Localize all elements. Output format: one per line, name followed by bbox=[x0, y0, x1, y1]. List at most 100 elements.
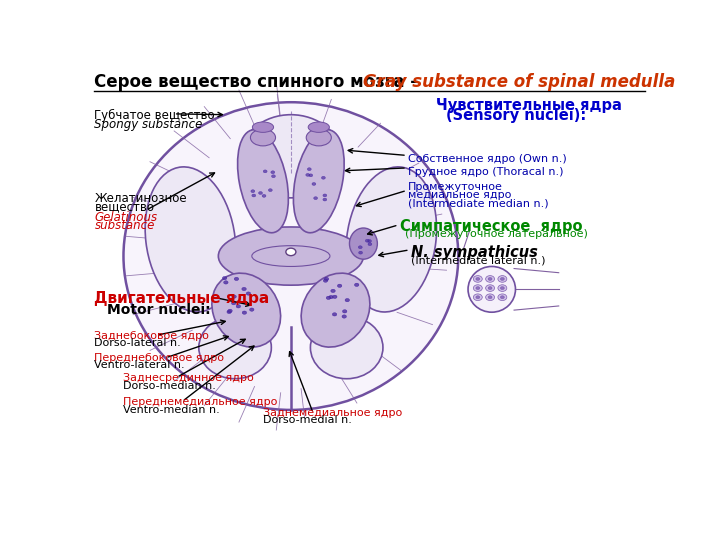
Text: Грудное ядро (Thoracal n.): Грудное ядро (Thoracal n.) bbox=[408, 167, 564, 177]
Ellipse shape bbox=[349, 228, 377, 259]
Ellipse shape bbox=[488, 278, 492, 280]
Ellipse shape bbox=[500, 287, 504, 289]
Ellipse shape bbox=[329, 295, 333, 299]
Ellipse shape bbox=[231, 301, 236, 305]
Ellipse shape bbox=[262, 194, 266, 197]
Ellipse shape bbox=[228, 309, 233, 313]
Ellipse shape bbox=[240, 114, 341, 198]
Ellipse shape bbox=[314, 197, 318, 200]
Text: Gelatinous: Gelatinous bbox=[94, 211, 158, 224]
Ellipse shape bbox=[365, 239, 369, 242]
Text: Заднебоковое ядро: Заднебоковое ядро bbox=[94, 331, 210, 341]
Ellipse shape bbox=[333, 295, 337, 299]
Ellipse shape bbox=[218, 227, 364, 285]
Text: медиальное ядро: медиальное ядро bbox=[408, 191, 511, 200]
Ellipse shape bbox=[301, 273, 370, 347]
Ellipse shape bbox=[222, 276, 227, 280]
Ellipse shape bbox=[354, 283, 359, 287]
Ellipse shape bbox=[485, 294, 495, 301]
Ellipse shape bbox=[473, 275, 482, 282]
Ellipse shape bbox=[485, 285, 495, 292]
Ellipse shape bbox=[473, 285, 482, 292]
Ellipse shape bbox=[498, 294, 507, 301]
Text: substance: substance bbox=[94, 219, 155, 233]
Text: Gray substance of spinal medulla: Gray substance of spinal medulla bbox=[364, 73, 676, 91]
Ellipse shape bbox=[310, 316, 383, 379]
Ellipse shape bbox=[251, 190, 255, 193]
Ellipse shape bbox=[485, 275, 495, 282]
Ellipse shape bbox=[242, 287, 246, 291]
Ellipse shape bbox=[324, 278, 329, 281]
Text: N. sympathicus: N. sympathicus bbox=[411, 245, 538, 260]
Text: Серое вещество спинного мозга –: Серое вещество спинного мозга – bbox=[94, 73, 425, 91]
Ellipse shape bbox=[307, 168, 311, 171]
Ellipse shape bbox=[236, 305, 240, 308]
Ellipse shape bbox=[321, 176, 325, 179]
Ellipse shape bbox=[253, 122, 274, 132]
Ellipse shape bbox=[306, 173, 310, 177]
Ellipse shape bbox=[264, 170, 267, 173]
Text: Двигательные ядра: Двигательные ядра bbox=[94, 292, 270, 306]
Ellipse shape bbox=[258, 192, 263, 194]
Ellipse shape bbox=[346, 167, 436, 312]
Text: (Sensory nuclei):: (Sensory nuclei): bbox=[446, 107, 586, 123]
Ellipse shape bbox=[271, 175, 276, 178]
Ellipse shape bbox=[234, 277, 239, 281]
Ellipse shape bbox=[224, 281, 228, 284]
Text: Губчатое вещество: Губчатое вещество bbox=[94, 109, 215, 122]
Text: Переднебоковое ядро: Переднебоковое ядро bbox=[94, 353, 225, 362]
Ellipse shape bbox=[488, 296, 492, 299]
Text: (Intermediate lateral n.): (Intermediate lateral n.) bbox=[411, 255, 545, 265]
Ellipse shape bbox=[342, 315, 346, 318]
Ellipse shape bbox=[238, 130, 289, 233]
Ellipse shape bbox=[252, 246, 330, 266]
Ellipse shape bbox=[309, 174, 312, 177]
Text: Заднесрединное ядро: Заднесрединное ядро bbox=[124, 373, 254, 383]
Ellipse shape bbox=[330, 289, 336, 293]
Text: Dorso-medial n.: Dorso-medial n. bbox=[263, 415, 352, 426]
Ellipse shape bbox=[323, 198, 327, 201]
Ellipse shape bbox=[145, 167, 235, 312]
Ellipse shape bbox=[498, 285, 507, 292]
Ellipse shape bbox=[476, 278, 480, 280]
Text: Симпатическое  ядро: Симпатическое ядро bbox=[400, 219, 582, 234]
Ellipse shape bbox=[488, 287, 492, 289]
Ellipse shape bbox=[250, 308, 254, 311]
Ellipse shape bbox=[251, 129, 276, 146]
Ellipse shape bbox=[212, 273, 281, 347]
Text: Промежуточное: Промежуточное bbox=[408, 183, 503, 192]
Ellipse shape bbox=[308, 122, 329, 132]
Ellipse shape bbox=[269, 188, 272, 192]
Text: Motor nuclei:: Motor nuclei: bbox=[107, 302, 210, 316]
Text: Заднемедиальное ядро: Заднемедиальное ядро bbox=[263, 408, 402, 418]
Ellipse shape bbox=[326, 296, 330, 300]
Ellipse shape bbox=[323, 279, 328, 282]
Ellipse shape bbox=[476, 296, 480, 299]
Ellipse shape bbox=[124, 102, 458, 410]
Ellipse shape bbox=[343, 309, 347, 313]
Text: Переднемедиальное ядро: Переднемедиальное ядро bbox=[124, 397, 278, 408]
Ellipse shape bbox=[293, 130, 344, 233]
Ellipse shape bbox=[306, 129, 331, 146]
Text: Желатинозное: Желатинозное bbox=[94, 192, 187, 205]
Text: Ventro-median n.: Ventro-median n. bbox=[124, 405, 220, 415]
Ellipse shape bbox=[368, 242, 372, 246]
Ellipse shape bbox=[468, 266, 516, 312]
Ellipse shape bbox=[199, 316, 271, 379]
Ellipse shape bbox=[286, 248, 296, 255]
Ellipse shape bbox=[345, 299, 349, 302]
Ellipse shape bbox=[473, 294, 482, 301]
Text: Dorso-median n.: Dorso-median n. bbox=[124, 381, 216, 391]
Ellipse shape bbox=[323, 194, 327, 197]
Ellipse shape bbox=[500, 296, 504, 299]
Ellipse shape bbox=[498, 275, 507, 282]
Ellipse shape bbox=[246, 292, 251, 295]
Ellipse shape bbox=[333, 313, 337, 316]
Ellipse shape bbox=[312, 183, 316, 185]
Ellipse shape bbox=[500, 278, 504, 280]
Text: (Intermediate median n.): (Intermediate median n.) bbox=[408, 199, 549, 208]
Ellipse shape bbox=[227, 310, 231, 314]
Ellipse shape bbox=[359, 251, 363, 254]
Text: Spongy substance: Spongy substance bbox=[94, 118, 203, 131]
Ellipse shape bbox=[252, 194, 256, 197]
